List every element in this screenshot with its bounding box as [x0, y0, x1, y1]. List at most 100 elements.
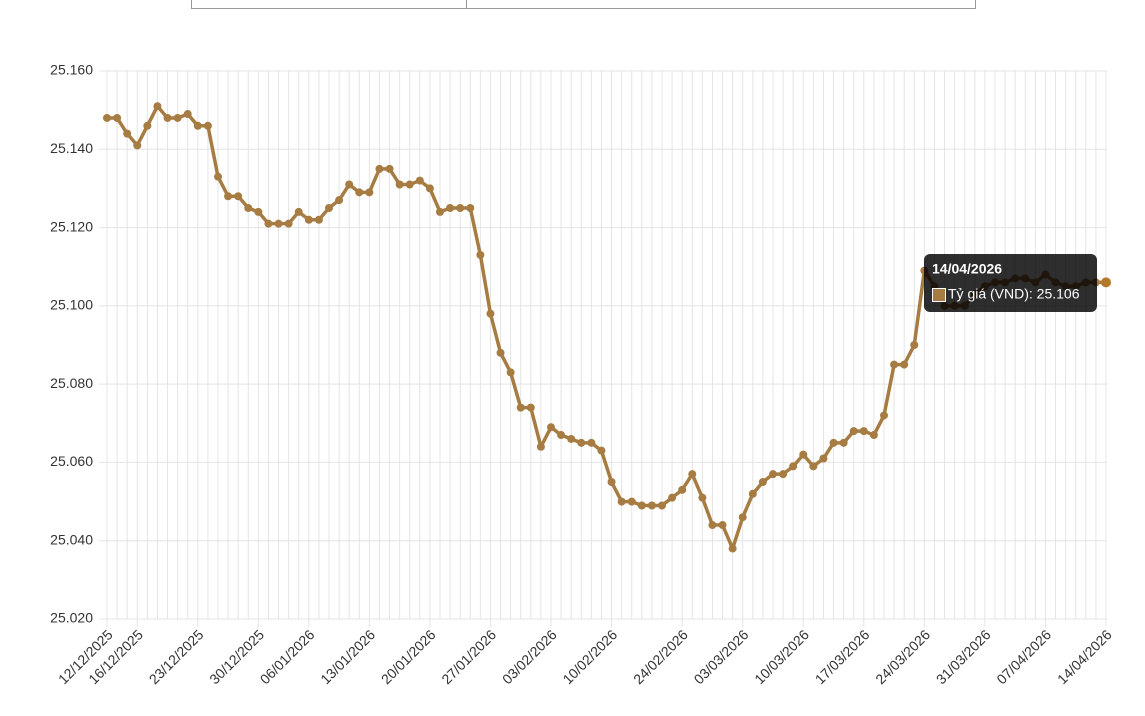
point: [355, 188, 364, 197]
point: [839, 438, 848, 447]
point: [849, 427, 858, 436]
point: [496, 348, 505, 357]
point: [869, 431, 878, 440]
point: [829, 438, 838, 447]
x-tick-label: 20/01/2026: [378, 626, 439, 687]
tooltip-swatch: [932, 288, 946, 302]
point: [486, 309, 495, 318]
point: [536, 442, 545, 451]
point: [173, 113, 182, 122]
y-tick-label: 25.100: [50, 297, 93, 313]
point: [779, 470, 788, 479]
point: [345, 180, 354, 189]
x-tick-label: 10/02/2026: [559, 626, 620, 687]
point: [365, 188, 374, 197]
point: [617, 497, 626, 506]
x-tick-label: 27/01/2026: [438, 626, 499, 687]
point: [678, 485, 687, 494]
x-tick-label: 13/01/2026: [317, 626, 378, 687]
point: [224, 192, 233, 201]
line: [107, 104, 1106, 551]
plot: [103, 102, 1111, 553]
x-tick-label: 14/04/2026: [1054, 626, 1115, 687]
point: [476, 250, 485, 259]
point: [668, 493, 677, 502]
point: [506, 368, 515, 377]
point: [708, 521, 717, 530]
point: [557, 431, 566, 440]
point: [516, 403, 525, 412]
y-tick-label: 25.040: [50, 531, 93, 547]
x-tick-label: 24/03/2026: [872, 626, 933, 687]
y-tick-label: 25.120: [50, 218, 93, 234]
point: [113, 113, 122, 122]
point: [153, 102, 162, 111]
point: [769, 470, 777, 479]
point: [819, 454, 828, 463]
point: [143, 121, 152, 130]
point: [446, 204, 455, 212]
x-tick-label: 10/03/2026: [751, 626, 812, 687]
x-tick-label: 31/03/2026: [933, 626, 994, 687]
point: [789, 462, 798, 471]
point: [264, 219, 273, 228]
point: [375, 164, 384, 173]
point: [758, 478, 767, 486]
tooltip-label: Tỷ giá (VND): 25.106: [948, 286, 1080, 302]
point: [103, 113, 111, 122]
point: [718, 521, 727, 530]
point: [567, 434, 576, 443]
point: [203, 121, 212, 130]
point: [254, 207, 263, 216]
grid: 25.020 25.040 25.060 25.080 25.100 25.120 25.1…: [50, 62, 1115, 688]
y-tick-label: 25.020: [50, 610, 93, 626]
point: [415, 176, 424, 185]
point: [466, 204, 475, 212]
point: [244, 204, 253, 212]
point: [183, 110, 192, 119]
y-tick-label: 25.060: [50, 453, 93, 469]
point: [748, 489, 757, 498]
point: [607, 478, 616, 486]
point: [123, 129, 132, 138]
point: [597, 446, 606, 455]
point: [799, 450, 808, 459]
point: [910, 341, 919, 349]
point: [234, 192, 243, 201]
point: [133, 141, 142, 150]
tooltip-box: [924, 254, 1097, 312]
point: [526, 403, 535, 412]
point: [728, 544, 737, 553]
point: [587, 438, 596, 447]
point: [547, 423, 555, 432]
x-tick-label: 07/04/2026: [993, 626, 1054, 687]
point: [738, 513, 747, 522]
point: [900, 360, 909, 369]
x-tick-label: 23/12/2025: [146, 626, 207, 687]
point: [1101, 277, 1111, 288]
y-tick-label: 25.080: [50, 375, 93, 391]
point: [284, 219, 293, 228]
y-tick-label: 25.160: [50, 62, 93, 78]
point: [385, 164, 394, 173]
point: [436, 207, 444, 216]
x-tick-label: 06/01/2026: [257, 626, 318, 687]
point: [294, 207, 303, 216]
x-tick-label: 24/02/2026: [630, 626, 691, 687]
point: [314, 215, 323, 224]
point: [214, 172, 222, 181]
point: [577, 438, 586, 447]
point: [658, 501, 666, 510]
point: [637, 501, 646, 510]
point: [456, 204, 465, 212]
point: [688, 470, 697, 479]
point: [193, 121, 202, 130]
point: [163, 113, 172, 122]
x-tick-label: 03/02/2026: [499, 626, 560, 687]
point: [880, 411, 888, 420]
point: [698, 493, 707, 502]
point: [425, 184, 434, 193]
point: [335, 196, 344, 205]
x-tick-label: 17/03/2026: [812, 626, 873, 687]
